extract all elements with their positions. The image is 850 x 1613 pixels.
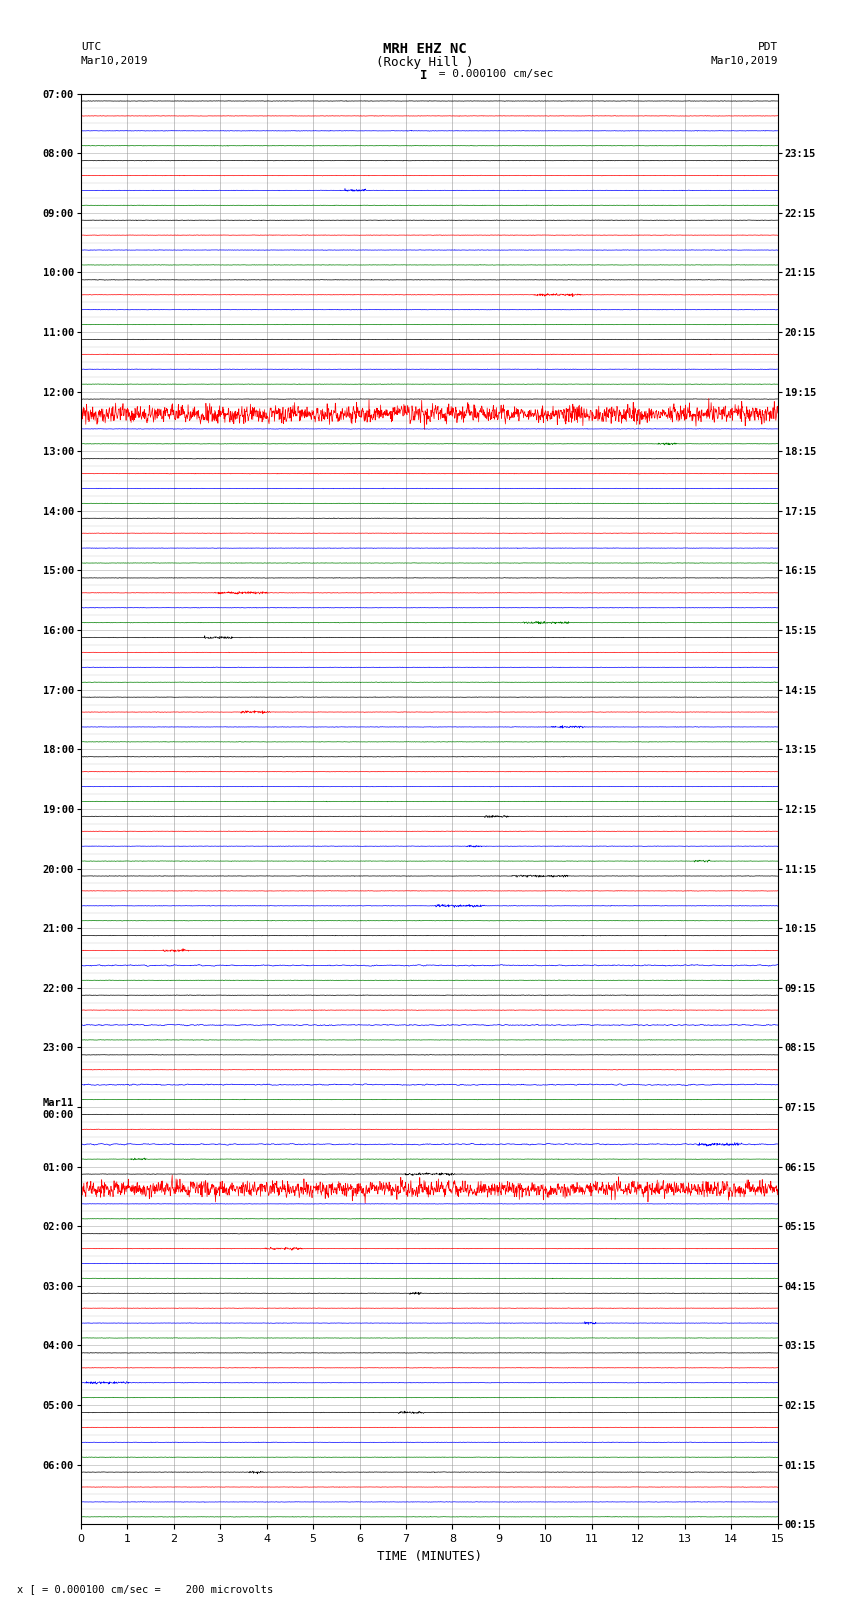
Text: I: I	[420, 69, 427, 82]
Text: PDT: PDT	[757, 42, 778, 52]
Text: Mar10,2019: Mar10,2019	[711, 56, 778, 66]
Text: Mar10,2019: Mar10,2019	[81, 56, 148, 66]
Text: = 0.000100 cm/sec: = 0.000100 cm/sec	[432, 69, 553, 79]
Text: UTC: UTC	[81, 42, 101, 52]
Text: (Rocky Hill ): (Rocky Hill )	[377, 56, 473, 69]
Text: x [ = 0.000100 cm/sec =    200 microvolts: x [ = 0.000100 cm/sec = 200 microvolts	[17, 1584, 273, 1594]
X-axis label: TIME (MINUTES): TIME (MINUTES)	[377, 1550, 482, 1563]
Text: MRH EHZ NC: MRH EHZ NC	[383, 42, 467, 56]
